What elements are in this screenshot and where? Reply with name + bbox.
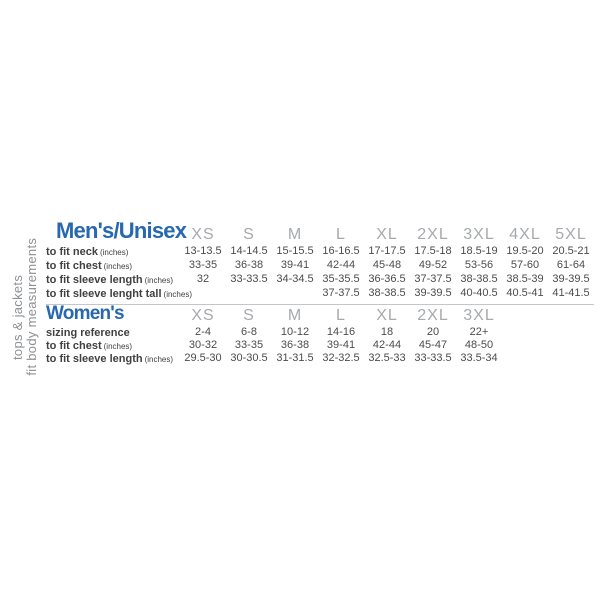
size-value: 38.5-39	[506, 273, 544, 285]
size-value: 53-56	[464, 259, 494, 271]
size-value: 18.5-19	[460, 245, 498, 257]
row-unit: (inches)	[103, 262, 133, 271]
size-value: 42-44	[372, 338, 402, 351]
womens-size-header-3xl: 3XL	[463, 307, 495, 324]
size-value: 33-33.5	[414, 351, 452, 364]
row-label: to fit chest	[46, 260, 102, 272]
size-chart-table: Men's/Unisex XS S M L XL 2XL 3XL 4XL 5XL…	[46, 218, 594, 365]
size-value: 15-15.5	[276, 245, 314, 257]
size-value: 22+	[469, 325, 489, 338]
mens-size-header-3xl: 3XL	[463, 226, 495, 243]
size-value: 48-50	[464, 338, 494, 351]
row-label: to fit sleeve length	[46, 352, 143, 365]
size-value: 16-16.5	[322, 245, 360, 257]
womens-row-sleeve-length: to fit sleeve length (inches) 29.5-30 30-…	[46, 351, 594, 365]
row-unit: (inches)	[99, 248, 129, 257]
mens-size-header-l: L	[336, 226, 346, 243]
size-value: 39-41	[326, 338, 356, 351]
size-value: 33-35	[188, 259, 218, 271]
size-value: 37-37.5	[414, 273, 452, 285]
size-value: 33.5-34	[460, 351, 498, 364]
womens-size-header-l: L	[336, 307, 346, 324]
size-value: 33-35	[234, 338, 264, 351]
size-value: 45-47	[418, 338, 448, 351]
size-value: 57-60	[510, 259, 540, 271]
size-value: 30-30.5	[230, 351, 268, 364]
size-value: 40.5-41	[506, 287, 544, 299]
mens-row-neck: to fit neck (inches) 13-13.5 14-14.5 15-1…	[46, 244, 594, 258]
size-value: 10-12	[280, 325, 310, 338]
size-value: 18	[380, 325, 394, 338]
size-value: 39-41	[280, 259, 310, 271]
size-value: 31-31.5	[276, 351, 314, 364]
row-unit: (inches)	[163, 290, 192, 299]
size-value: 32-32.5	[322, 351, 360, 364]
size-value: 32	[196, 273, 210, 285]
mens-row-sleeve-length: to fit sleeve length (inches) 32 33-33.5 …	[46, 272, 594, 286]
size-value: 36-38	[280, 338, 310, 351]
womens-size-header-2xl: 2XL	[417, 307, 449, 324]
size-value: 34-34.5	[276, 273, 314, 285]
size-value: 38-38.5	[368, 287, 406, 299]
size-value: 49-52	[418, 259, 448, 271]
size-value: 35-35.5	[322, 273, 360, 285]
size-value: 17.5-18	[414, 245, 452, 257]
size-value: 14-16	[326, 325, 356, 338]
size-value: 39-39.5	[552, 273, 590, 285]
mens-header-row: Men's/Unisex XS S M L XL 2XL 3XL 4XL 5XL	[46, 218, 594, 244]
womens-size-header-xs: XS	[191, 307, 215, 324]
mens-size-header-m: M	[287, 226, 303, 243]
mens-section-title: Men's/Unisex	[56, 218, 187, 243]
size-value: 29.5-30	[184, 351, 222, 364]
size-value: 61-64	[556, 259, 586, 271]
size-value: 33-33.5	[230, 273, 268, 285]
mens-size-header-xs: XS	[191, 226, 215, 243]
size-value: 38-38.5	[460, 273, 498, 285]
womens-row-chest: to fit chest (inches) 30-32 33-35 36-38 3…	[46, 338, 594, 352]
size-value: 36-36.5	[368, 273, 406, 285]
womens-row-sizing-reference: sizing reference 2-4 6-8 10-12 14-16 18 …	[46, 325, 594, 339]
size-value: 32.5-33	[368, 351, 406, 364]
row-label: to fit chest	[46, 339, 102, 352]
row-label: to fit neck	[46, 246, 98, 258]
womens-size-header-s: S	[243, 307, 255, 324]
size-value: 41-41.5	[552, 287, 590, 299]
size-value: 36-38	[234, 259, 264, 271]
size-value: 42-44	[326, 259, 356, 271]
row-label: to fit sleeve length	[46, 274, 143, 286]
size-value: 30-32	[188, 338, 218, 351]
mens-size-header-s: S	[243, 226, 255, 243]
row-label: sizing reference	[46, 326, 130, 339]
size-value: 20	[426, 325, 440, 338]
size-value: 6-8	[241, 325, 257, 338]
womens-size-header-xl: XL	[376, 307, 398, 324]
size-value: 19.5-20	[506, 245, 544, 257]
size-value: 40-40.5	[460, 287, 498, 299]
row-label: to fit sleeve lenght tall	[46, 288, 162, 300]
size-value: 37-37.5	[322, 287, 360, 299]
mens-size-header-5xl: 5XL	[555, 226, 587, 243]
vertical-label-measurements: to fit body measurements	[24, 237, 39, 378]
section-divider	[46, 304, 594, 305]
mens-size-header-xl: XL	[376, 226, 398, 243]
womens-section-title: Women's	[46, 303, 125, 324]
mens-row-chest: to fit chest (inches) 33-35 36-38 39-41 4…	[46, 258, 594, 272]
size-value: 39-39.5	[414, 287, 452, 299]
row-unit: (inches)	[103, 341, 133, 351]
mens-size-header-4xl: 4XL	[509, 226, 541, 243]
size-value: 14-14.5	[230, 245, 268, 257]
womens-header-row: Women's XS S M L XL 2XL 3XL	[46, 303, 594, 325]
row-unit: (inches)	[144, 276, 174, 285]
vertical-label-category: tops & jackets	[10, 274, 25, 360]
size-value: 2-4	[195, 325, 211, 338]
size-value: 13-13.5	[184, 245, 222, 257]
size-value: 45-48	[372, 259, 402, 271]
mens-row-sleeve-length-tall: to fit sleeve lenght tall (inches) 37-37.…	[46, 286, 594, 300]
row-unit: (inches)	[144, 354, 174, 364]
size-chart-band: tops & jackets to fit body measurements …	[0, 213, 600, 378]
womens-size-header-m: M	[287, 307, 303, 324]
size-value: 17-17.5	[368, 245, 406, 257]
mens-size-header-2xl: 2XL	[417, 226, 449, 243]
size-value: 20.5-21	[552, 245, 590, 257]
